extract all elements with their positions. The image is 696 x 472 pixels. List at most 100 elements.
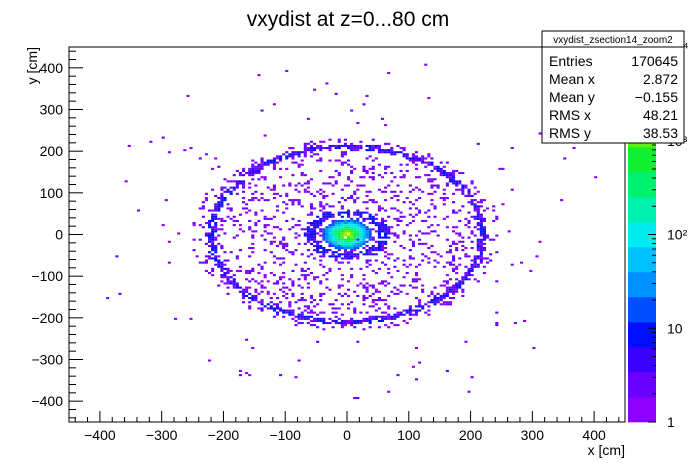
- heatmap-bin: [467, 274, 471, 277]
- heatmap-bin: [303, 149, 307, 152]
- heatmap-bin: [288, 309, 292, 312]
- heatmap-bin: [442, 265, 446, 268]
- heatmap-bin: [322, 311, 326, 314]
- heatmap-bin: [269, 272, 273, 275]
- heatmap-bin: [359, 224, 363, 227]
- heatmap-bin: [350, 240, 354, 243]
- heatmap-bin: [356, 230, 360, 233]
- heatmap-bin: [445, 294, 449, 297]
- heatmap-bin: [325, 182, 329, 185]
- heatmap-bin: [467, 222, 471, 225]
- heatmap-bin: [371, 201, 375, 204]
- heatmap-bin: [350, 197, 354, 200]
- y-tick-label: 0: [55, 227, 63, 243]
- heatmap-bin: [328, 138, 332, 141]
- heatmap-bin: [433, 215, 437, 218]
- heatmap-bin: [396, 224, 400, 227]
- heatmap-bin: [309, 207, 314, 210]
- heatmap-bin: [347, 234, 351, 237]
- heatmap-bin: [328, 240, 332, 243]
- stats-box-frame: [541, 30, 685, 144]
- heatmap-bin: [473, 215, 477, 218]
- heatmap-bin: [251, 236, 255, 239]
- heatmap-bin: [266, 163, 270, 166]
- heatmap-bin: [300, 172, 304, 175]
- heatmap-bin: [248, 226, 252, 229]
- heatmap-bin: [470, 215, 474, 218]
- heatmap-bin: [387, 315, 391, 318]
- x-tick-label: −200: [208, 427, 240, 443]
- heatmap-bin: [347, 163, 351, 166]
- heatmap-bin: [313, 276, 317, 279]
- heatmap-bin: [260, 286, 264, 289]
- heatmap-bin: [217, 284, 221, 287]
- heatmap-bin: [319, 247, 323, 250]
- heatmap-bin: [325, 251, 329, 254]
- heatmap-bin: [316, 276, 320, 279]
- heatmap-bin: [405, 309, 409, 312]
- heatmap-bin: [282, 311, 286, 314]
- color-scale-swatch: [628, 247, 656, 273]
- heatmap-bin: [331, 244, 335, 247]
- heatmap-bin: [319, 209, 323, 212]
- heatmap-bin: [232, 286, 236, 289]
- heatmap-bin: [371, 315, 375, 318]
- heatmap-bin: [288, 305, 292, 308]
- heatmap-bin: [322, 232, 326, 235]
- heatmap-bin: [316, 240, 320, 243]
- heatmap-bin: [384, 247, 388, 250]
- heatmap-bin: [427, 180, 431, 183]
- heatmap-bin: [362, 167, 366, 170]
- heatmap-bin: [371, 176, 375, 179]
- heatmap-bin: [430, 203, 434, 206]
- heatmap-bin: [538, 132, 542, 135]
- heatmap-bin: [186, 94, 190, 97]
- heatmap-bin: [343, 324, 347, 327]
- heatmap-bin: [313, 244, 317, 247]
- heatmap-bin: [390, 232, 394, 235]
- heatmap-bin: [238, 224, 242, 227]
- heatmap-bin: [248, 286, 252, 289]
- heatmap-bin: [337, 211, 341, 214]
- heatmap-bin: [238, 228, 242, 231]
- heatmap-bin: [387, 313, 391, 316]
- heatmap-bin: [263, 178, 267, 181]
- heatmap-bin: [245, 172, 249, 175]
- heatmap-bin: [433, 303, 437, 306]
- heatmap-bin: [387, 257, 391, 260]
- heatmap-bin: [350, 324, 354, 327]
- heatmap-bin: [248, 247, 252, 250]
- heatmap-bin: [365, 240, 369, 243]
- heatmap-bin: [325, 226, 329, 229]
- heatmap-bin: [269, 242, 273, 245]
- heatmap-bin: [377, 188, 381, 191]
- heatmap-bin: [275, 305, 280, 308]
- heatmap-bin: [464, 265, 468, 268]
- heatmap-bin: [371, 219, 375, 222]
- heatmap-bin: [340, 319, 344, 322]
- heatmap-bin: [377, 297, 381, 300]
- heatmap-bin: [479, 230, 483, 233]
- heatmap-bin: [226, 292, 230, 295]
- heatmap-bin: [331, 232, 335, 235]
- heatmap-bin: [223, 190, 227, 193]
- heatmap-bin: [309, 324, 314, 327]
- heatmap-bin: [211, 217, 215, 220]
- heatmap-bin: [384, 186, 388, 189]
- heatmap-bin: [300, 317, 304, 320]
- heatmap-bin: [476, 224, 480, 227]
- heatmap-bin: [316, 224, 320, 227]
- heatmap-bin: [282, 211, 286, 214]
- heatmap-bin: [260, 163, 264, 166]
- heatmap-bin: [238, 369, 242, 372]
- heatmap-bin: [393, 265, 397, 268]
- heatmap-bin: [331, 224, 335, 227]
- heatmap-bin: [279, 288, 283, 291]
- heatmap-bin: [384, 303, 388, 306]
- heatmap-bin: [279, 155, 283, 158]
- heatmap-bin: [334, 251, 338, 254]
- heatmap-bin: [300, 159, 304, 162]
- heatmap-bin: [211, 269, 215, 272]
- heatmap-bin: [347, 228, 351, 231]
- color-scale-swatch: [628, 172, 656, 198]
